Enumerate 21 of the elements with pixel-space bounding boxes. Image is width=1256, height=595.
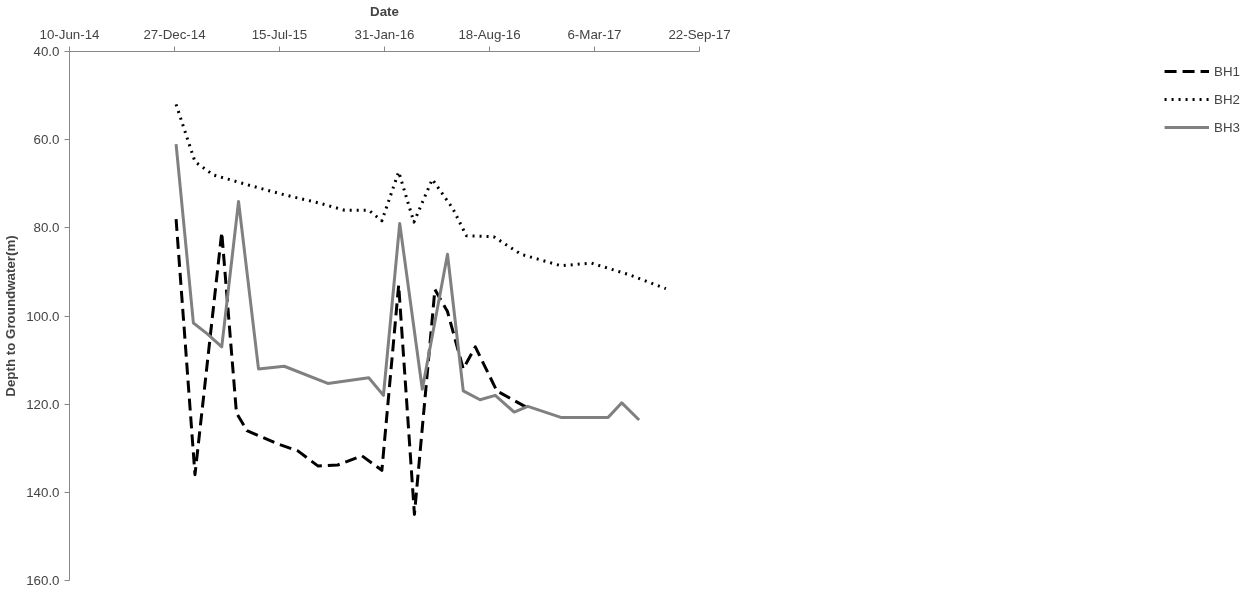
- x-tick-label: 10-Jun-14: [39, 26, 101, 42]
- x-tick-label: 22-Sep-17: [668, 26, 731, 42]
- line-series: [174, 102, 668, 291]
- x-tick-label: 6-Mar-17: [567, 26, 622, 42]
- x-axis-title: Date: [370, 3, 399, 19]
- y-tick-label: 60.0: [33, 132, 60, 148]
- y-tick-label: 100.0: [26, 308, 60, 324]
- legend-label: BH1: [1214, 63, 1240, 79]
- y-tick-label: 40.0: [33, 44, 60, 59]
- y-tick-label: 80.0: [33, 220, 60, 236]
- y-tick-label: 120.0: [26, 396, 60, 412]
- y-tick-label: 140.0: [26, 484, 60, 500]
- line-series: [174, 142, 641, 422]
- y-axis-title: Depth to Groundwater(m): [3, 235, 19, 397]
- x-tick-label: 15-Jul-15: [251, 26, 308, 42]
- y-tick-label: 160.0: [26, 573, 60, 588]
- x-tick-label: 27-Dec-14: [143, 26, 207, 42]
- x-tick-label: 31-Jan-16: [354, 26, 415, 42]
- x-tick-label: 18-Aug-16: [458, 26, 521, 42]
- legend-label: BH2: [1214, 91, 1240, 107]
- legend-label: BH3: [1214, 119, 1240, 135]
